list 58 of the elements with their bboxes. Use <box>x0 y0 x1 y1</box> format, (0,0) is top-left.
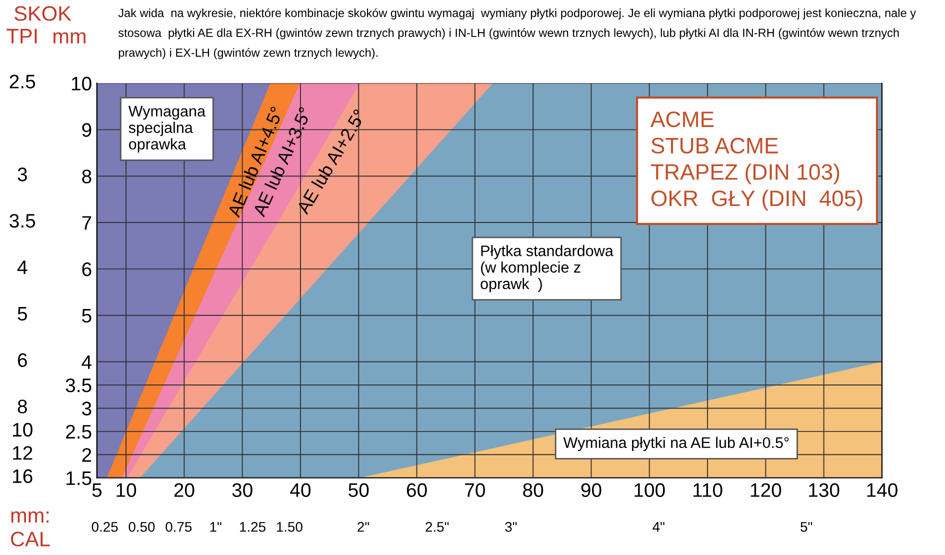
chart-title: Jak wida na wykresie, niektóre kombinacje skoków gwintu wymagaj wymiany płytki podporowej. Je eli wymiana płytki podporowej jest konieczna, nale y stosowa płytki AE dla EX-RH (gwintów zewn trznych prawych) i IN-LH (gwintów wewn trznych lewych), lub płytki AI dla IN-RH (gwintów wewn trznych prawych) i EX-LH (gwintów zewn trznych lewych). <box>118 8 916 60</box>
y-tick-label: 7 <box>82 216 92 230</box>
x-tick-label: 80 <box>523 483 544 497</box>
x-tick-label: 100 <box>634 483 665 497</box>
x-tick-label: 10 <box>116 483 136 497</box>
y-tick-label: 1.5 <box>66 472 92 486</box>
y-tick-label: 2 <box>82 448 92 462</box>
x-tick-label: 50 <box>348 483 369 497</box>
text: 6 <box>18 353 27 368</box>
x-tick-label: 120 <box>750 483 782 497</box>
y-tick-label: 6 <box>82 262 92 276</box>
x-tick-label: 90 <box>581 483 602 497</box>
x2-tick-label: 2.5" <box>426 522 449 532</box>
x-tick-label: 140 <box>867 483 898 497</box>
text: 2.5 <box>10 74 36 88</box>
y-tick-label: 3.5 <box>66 378 92 392</box>
annotation: Wymiana płytki na AE lub AI+0.5° <box>563 436 789 452</box>
x2-tick-label: 0.25 <box>92 522 118 532</box>
x2-tick-label: 2" <box>358 522 369 532</box>
text: ACME STUB ACME TRAPEZ (DIN 103) OKR GŁY (DIN 405) <box>650 111 862 211</box>
text: 3 <box>18 168 27 182</box>
x-tick-label: 20 <box>174 483 194 497</box>
x2-tick-label: 1.50 <box>276 522 302 532</box>
text: 5 <box>18 307 27 321</box>
annotation: Wymagana specjalna oprawka <box>128 106 206 152</box>
text: SKOK <box>14 6 72 21</box>
x-tick-label: 30 <box>232 483 252 497</box>
text: 8 <box>18 400 27 414</box>
x-tick-label: 70 <box>465 483 485 497</box>
x-axis-title: mm: <box>11 511 49 523</box>
x2-tick-label: 3" <box>505 522 517 532</box>
x-tick-label: 5 <box>92 483 102 497</box>
x2-tick-label: 4" <box>652 522 664 532</box>
x-tick-label: 130 <box>809 483 840 497</box>
text: 3.5 <box>10 214 36 228</box>
y-axis-title: mm <box>54 32 86 44</box>
x2-tick-label: 0.50 <box>128 522 155 532</box>
text: 4 <box>17 260 28 274</box>
x2-tick-label: 5" <box>800 522 812 532</box>
y-tick-label: 5 <box>82 309 92 323</box>
y-tick-label: 3 <box>82 402 92 416</box>
annotation: Płytka standardowa (w komplecie z oprawk ) <box>480 245 614 292</box>
y-tick-label: 10 <box>72 76 92 90</box>
x2-tick-label: 1.25 <box>240 522 266 532</box>
y-tick-label: 2.5 <box>66 424 92 439</box>
x-tick-label: 40 <box>290 483 311 497</box>
text: 12 <box>13 446 32 460</box>
x-tick-label: 110 <box>694 483 722 497</box>
text: 10 <box>13 422 32 437</box>
x-tick-label: 60 <box>406 483 427 497</box>
x2-axis-title: CAL <box>11 532 50 546</box>
text: 16 <box>13 469 32 484</box>
x2-tick-label: 1" <box>210 522 222 532</box>
y-tick-label: 4 <box>82 355 92 369</box>
y-tick-label: 8 <box>82 170 92 184</box>
y2-axis-title: TPI <box>6 28 37 44</box>
x2-tick-label: 0.75 <box>166 522 192 532</box>
y-tick-label: 9 <box>82 123 92 137</box>
